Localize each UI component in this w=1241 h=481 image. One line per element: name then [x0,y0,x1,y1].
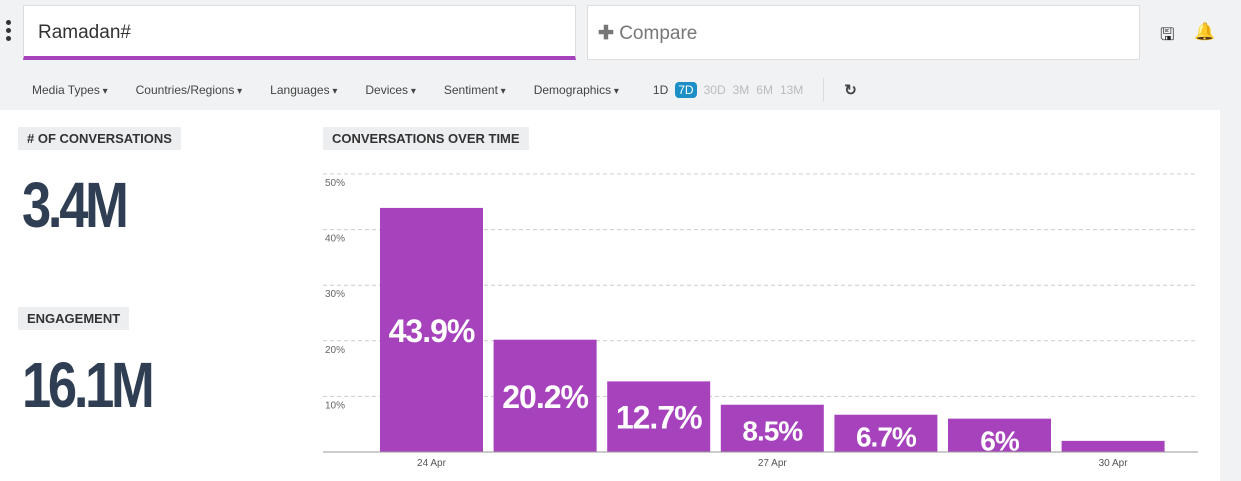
plus-icon: ✚ [598,23,614,44]
x-tick-label: 30 Apr [1099,458,1129,469]
search-query: Ramadan# [38,22,131,43]
range-1d[interactable]: 1D [652,83,669,97]
bar [948,418,1051,452]
bar [720,404,824,452]
save-icon[interactable]: 🖫 [1160,25,1175,44]
filter-devices[interactable]: Devices [365,83,416,97]
x-tick-label: 24 Apr [417,458,447,469]
conversations-label: # OF CONVERSATIONS [18,127,181,150]
engagement-value: 16.1M [22,349,155,421]
engagement-label: ENGAGEMENT [18,307,130,330]
divider [823,78,825,102]
y-tick-label: 50% [325,178,345,189]
bar [834,414,938,452]
filter-bar: Media Types Countries/Regions Languages … [0,70,1241,110]
range-6m[interactable]: 6M [756,83,773,97]
y-tick-label: 30% [325,289,345,300]
range-3m[interactable]: 3M [732,83,750,97]
bar [1061,440,1165,452]
dashboard-panel: # OF CONVERSATIONS 3.4M ENGAGEMENT 16.1M… [0,110,1220,481]
bar-data-label: 6% [980,426,1020,457]
kebab-menu-icon[interactable] [6,20,12,44]
bar-data-label: 43.9% [389,313,475,349]
bar-chart: 10% 20% 30% 40% 50% 43.9% 20.2% 12.7% 8.5% 6.7% 6%… [323,173,1198,469]
bar-data-label: 20.2% [502,379,588,415]
conversations-value: 3.4M [22,169,129,241]
x-tick-label: 27 Apr [758,458,788,469]
bar [493,339,597,452]
compare-label: Compare [619,23,698,44]
bar-data-label: 8.5% [742,415,803,446]
range-30d[interactable]: 30D [703,83,726,97]
refresh-icon[interactable]: ↻ [844,82,857,99]
y-tick-label: 10% [325,400,345,411]
bar-data-label: 12.7% [616,400,702,436]
chart-title: CONVERSATIONS OVER TIME [323,127,529,150]
compare-input[interactable]: ✚ Compare [587,5,1140,60]
y-tick-label: 40% [325,234,345,245]
filter-languages[interactable]: Languages [270,83,337,97]
filter-media-types[interactable]: Media Types [32,83,108,97]
filter-demographics[interactable]: Demographics [534,83,619,97]
bell-icon[interactable]: 🔔 [1194,22,1216,41]
search-input[interactable]: Ramadan# [23,5,576,60]
bar [380,207,483,452]
bar [607,381,711,452]
y-tick-label: 20% [325,345,345,356]
range-13m[interactable]: 13M [779,83,804,97]
filter-sentiment[interactable]: Sentiment [444,83,506,97]
bar-data-label: 6.7% [856,422,917,453]
filter-countries[interactable]: Countries/Regions [136,83,243,97]
range-7d[interactable]: 7D [675,82,697,98]
time-range: 1D 7D 30D 3M 6M 13M [653,82,803,98]
